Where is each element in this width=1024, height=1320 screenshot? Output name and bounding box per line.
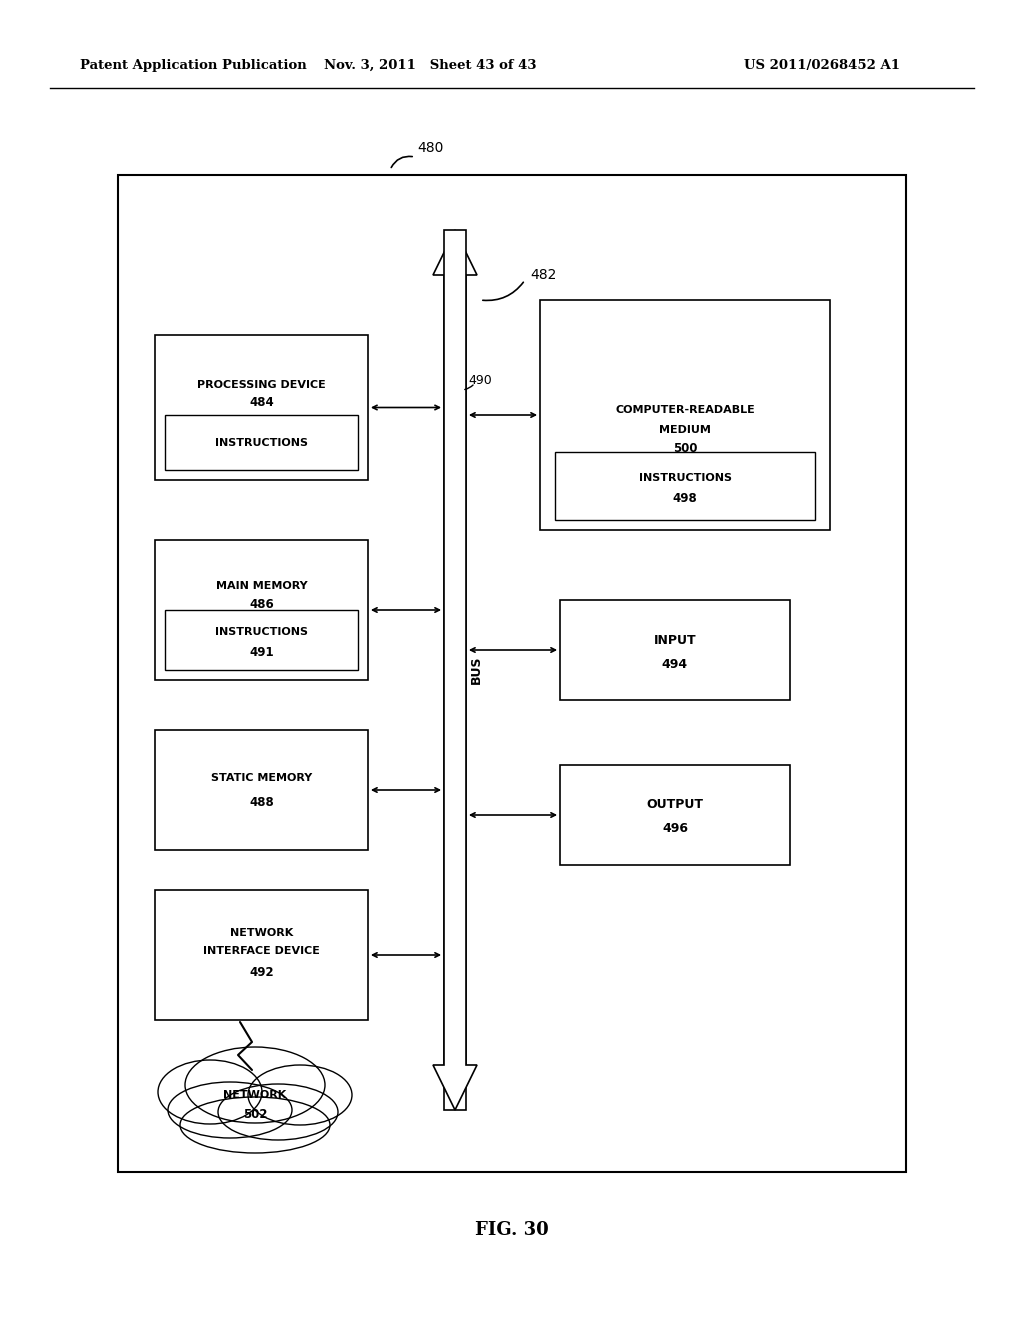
Text: BUS: BUS [470, 656, 483, 684]
Bar [155, 540, 368, 680]
Ellipse shape [248, 1065, 352, 1125]
Bar [555, 451, 815, 520]
Text: INTERFACE DEVICE: INTERFACE DEVICE [203, 946, 319, 956]
Text: MEDIUM: MEDIUM [659, 425, 711, 436]
Bar [540, 300, 830, 531]
Text: INSTRUCTIONS: INSTRUCTIONS [215, 437, 308, 447]
Ellipse shape [218, 1084, 338, 1140]
Text: Nov. 3, 2011   Sheet 43 of 43: Nov. 3, 2011 Sheet 43 of 43 [324, 58, 537, 71]
Text: INSTRUCTIONS: INSTRUCTIONS [639, 473, 731, 483]
Text: 502: 502 [243, 1109, 267, 1122]
Bar [165, 610, 358, 671]
Text: 496: 496 [662, 822, 688, 836]
Bar [155, 890, 368, 1020]
Text: 500: 500 [673, 441, 697, 454]
Bar [560, 766, 790, 865]
Text: 482: 482 [530, 268, 556, 282]
Text: 488: 488 [249, 796, 273, 808]
Text: 494: 494 [662, 657, 688, 671]
Bar [560, 601, 790, 700]
Text: 491: 491 [249, 645, 273, 659]
Text: COMPUTER-READABLE: COMPUTER-READABLE [615, 405, 755, 414]
Text: 498: 498 [673, 491, 697, 504]
Text: 480: 480 [417, 141, 443, 154]
Ellipse shape [158, 1060, 262, 1125]
Text: INPUT: INPUT [653, 634, 696, 647]
Text: INSTRUCTIONS: INSTRUCTIONS [215, 627, 308, 638]
Text: NETWORK: NETWORK [229, 928, 293, 939]
Text: MAIN MEMORY: MAIN MEMORY [216, 581, 307, 591]
Bar [165, 414, 358, 470]
Ellipse shape [168, 1082, 292, 1138]
Text: 486: 486 [249, 598, 273, 610]
Bar [155, 335, 368, 480]
Text: 484: 484 [249, 396, 273, 409]
Text: 490: 490 [468, 374, 492, 387]
Bar [118, 176, 906, 1172]
FancyArrow shape [433, 230, 477, 1110]
Ellipse shape [180, 1097, 330, 1152]
FancyArrow shape [433, 230, 477, 1110]
Text: PROCESSING DEVICE: PROCESSING DEVICE [198, 380, 326, 389]
Text: FIG. 30: FIG. 30 [475, 1221, 549, 1239]
Text: US 2011/0268452 A1: US 2011/0268452 A1 [744, 58, 900, 71]
Text: 492: 492 [249, 966, 273, 979]
Text: STATIC MEMORY: STATIC MEMORY [211, 774, 312, 783]
Bar [155, 730, 368, 850]
Text: OUTPUT: OUTPUT [646, 799, 703, 812]
Text: Patent Application Publication: Patent Application Publication [80, 58, 307, 71]
Ellipse shape [185, 1047, 325, 1123]
Text: NETWORK: NETWORK [223, 1090, 287, 1100]
